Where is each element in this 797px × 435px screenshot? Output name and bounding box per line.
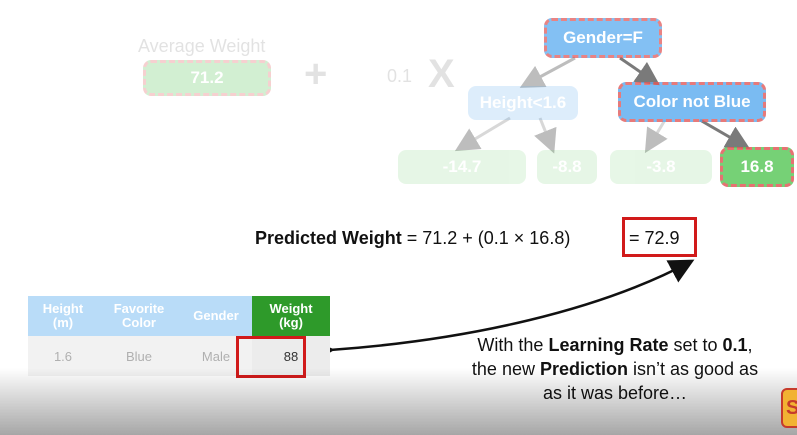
cell-height: 1.6 (28, 336, 98, 376)
caption-text: With the Learning Rate set to 0.1, the n… (470, 333, 760, 405)
plus-sign: + (304, 52, 328, 96)
learning-rate-value: 0.1 (387, 66, 413, 86)
caption-rate-value: 0.1 (722, 335, 748, 355)
edge-root-left (519, 56, 576, 88)
header-weight: Weight (kg) (252, 296, 330, 336)
corner-logo-icon: S (781, 388, 797, 428)
header-favorite-color: Favorite Color (98, 296, 180, 336)
predicted-weight-formula: Predicted Weight = 71.2 + (0.1 × 16.8) (255, 228, 570, 249)
table-row: 1.6 Blue Male 88 (28, 336, 330, 376)
tree-leaf-3: -3.8 (610, 150, 712, 184)
edge-right-leaf3 (644, 119, 668, 154)
cell-gender: Male (180, 336, 252, 376)
formula-expression: = 71.2 + (0.1 × 16.8) (401, 228, 571, 248)
caption-learning-rate: Learning Rate (548, 335, 669, 355)
edge-left-leaf2 (534, 117, 557, 154)
caption-part: set to (668, 335, 723, 355)
caption-part: , the new (471, 335, 753, 379)
caption-part: isn’t as good as as it was before… (542, 359, 759, 403)
tree-right-node: Color not Blue (618, 82, 766, 122)
edge-root-right (619, 56, 660, 86)
tree-left-node: Height<1.6 (468, 86, 578, 120)
cell-weight: 88 (252, 336, 330, 376)
formula-result: = 72.9 (629, 228, 680, 248)
caption-part: With the (477, 335, 549, 355)
cell-favorite-color: Blue (98, 336, 180, 376)
edge-right-leaf4 (699, 118, 751, 150)
average-weight-value: 71.2 (143, 60, 271, 96)
tree-leaf-4: 16.8 (720, 147, 794, 187)
tree-leaf-2: -8.8 (537, 150, 597, 184)
table-header-row: Height (m) Favorite Color Gender Weight … (28, 296, 330, 336)
weight-highlight-box (236, 336, 306, 378)
multiply-sign: X (428, 52, 455, 96)
connector-arrow (309, 259, 695, 364)
header-gender: Gender (180, 296, 252, 336)
edge-left-leaf1 (454, 116, 511, 152)
predicted-weight-label: Predicted Weight (255, 228, 402, 248)
tree-root-node: Gender=F (544, 18, 662, 58)
caption-prediction: Prediction (539, 359, 628, 379)
data-table: Height (m) Favorite Color Gender Weight … (28, 296, 330, 376)
result-highlight-box (622, 217, 697, 257)
header-height: Height (m) (28, 296, 98, 336)
average-weight-label: Average Weight (138, 36, 266, 56)
tree-leaf-1: -14.7 (398, 150, 526, 184)
